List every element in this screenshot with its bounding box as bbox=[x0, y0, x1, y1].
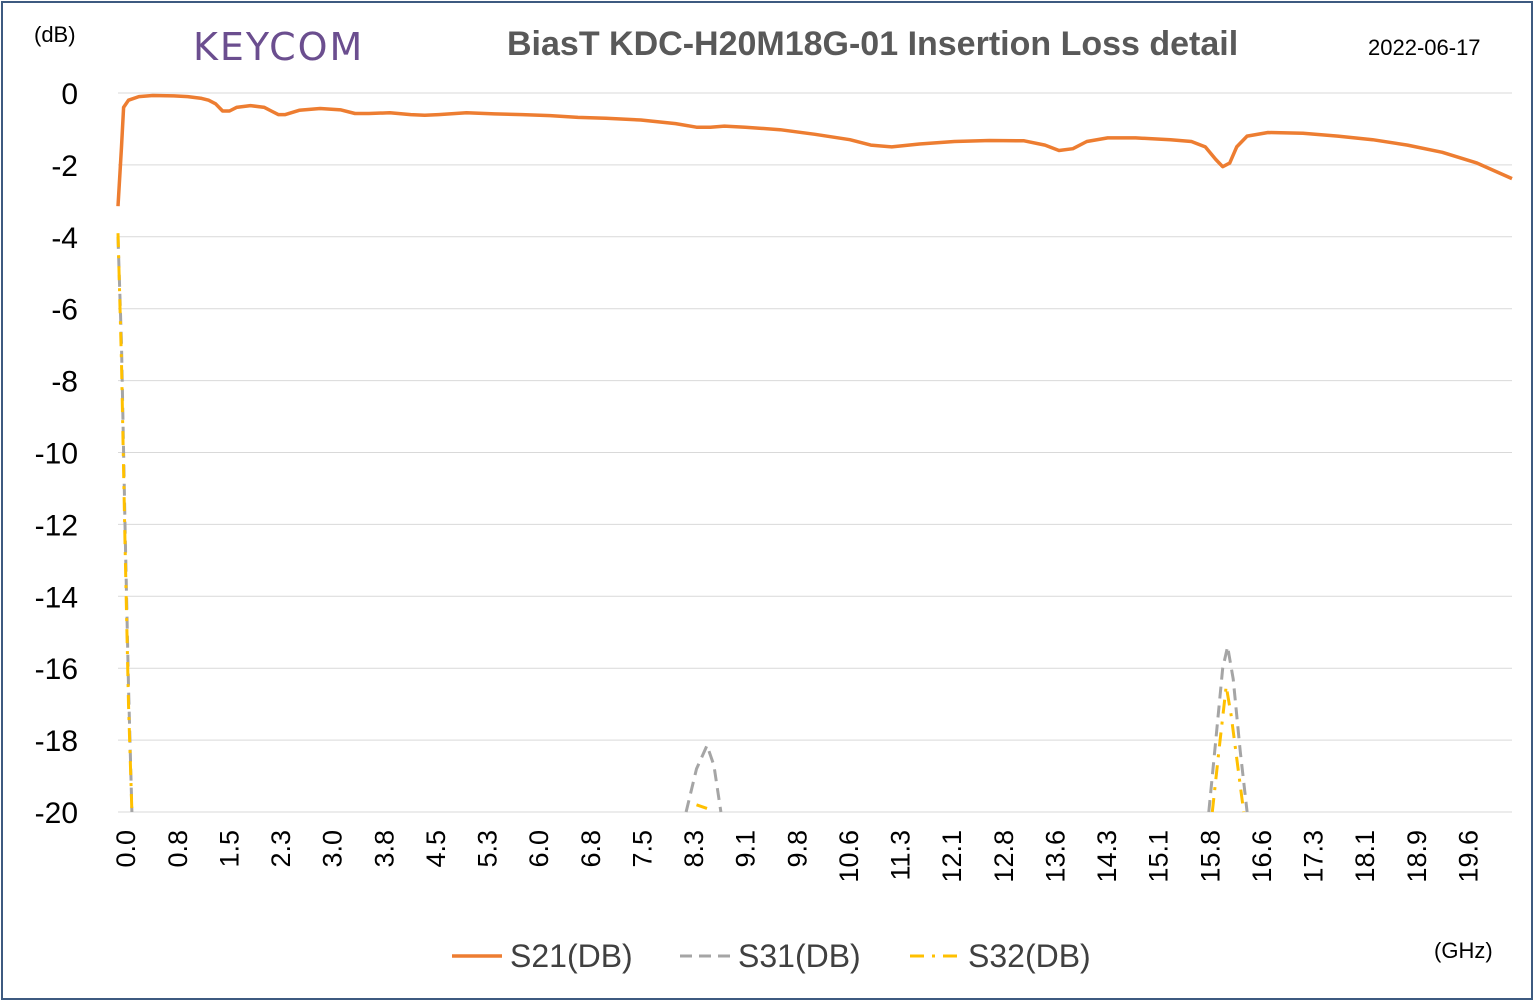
x-tick-label: 6.0 bbox=[524, 830, 554, 868]
y-tick-label: -8 bbox=[51, 366, 78, 399]
y-tick-label: -12 bbox=[35, 509, 78, 542]
series-s32db-line bbox=[1210, 684, 1246, 813]
x-tick-label: 1.5 bbox=[214, 830, 244, 868]
series-s32db-line bbox=[116, 233, 134, 813]
y-tick-label: -4 bbox=[51, 222, 78, 255]
x-tick-label: 12.8 bbox=[989, 830, 1019, 883]
x-tick-label: 10.6 bbox=[834, 830, 864, 883]
x-tick-label: 7.5 bbox=[627, 830, 657, 868]
x-tick-label: 19.6 bbox=[1453, 830, 1483, 883]
x-tick-label: 6.8 bbox=[576, 830, 606, 868]
x-tick-label: 0.0 bbox=[111, 830, 141, 868]
x-tick-label: 9.1 bbox=[731, 830, 761, 868]
x-tick-labels: 0.0 0.8 1.5 2.3 3.0 3.8 4.5 5.3 6.0 6.8 7.5 8.3 9.1 9… bbox=[111, 830, 1483, 883]
x-tick-label: 3.0 bbox=[318, 830, 348, 868]
legend-label: S32(DB) bbox=[968, 938, 1091, 974]
logo-keycom: KEYCOM bbox=[193, 25, 364, 69]
y-tick-labels: 0 -2 -4 -6 -8 -10 -12 -14 -16 -18 -20 bbox=[35, 78, 78, 830]
x-tick-label: 15.8 bbox=[1195, 830, 1225, 883]
gridlines bbox=[118, 92, 1512, 813]
x-tick-label: 18.9 bbox=[1402, 830, 1432, 883]
x-tick-label: 9.8 bbox=[782, 830, 812, 868]
y-tick-label: -20 bbox=[35, 797, 78, 830]
y-axis-label: (dB) bbox=[34, 22, 76, 47]
x-tick-label: 15.1 bbox=[1144, 830, 1174, 883]
y-tick-label: 0 bbox=[61, 78, 78, 111]
series-s31db-line bbox=[1207, 645, 1249, 813]
series-s21db-line bbox=[116, 93, 1513, 207]
x-tick-label: 16.6 bbox=[1247, 830, 1277, 883]
x-tick-label: 0.8 bbox=[163, 830, 193, 868]
y-tick-label: -18 bbox=[35, 725, 78, 758]
y-tick-label: -14 bbox=[35, 581, 78, 614]
y-tick-label: -10 bbox=[35, 438, 78, 471]
y-tick-label: -6 bbox=[51, 294, 78, 327]
x-tick-label: 8.3 bbox=[679, 830, 709, 868]
legend: S21(DB) S31(DB) S32(DB) bbox=[452, 938, 1091, 974]
x-tick-label: 11.3 bbox=[886, 830, 916, 881]
x-tick-label: 13.6 bbox=[1040, 830, 1070, 883]
series-s32db-line bbox=[696, 803, 708, 810]
x-tick-label: 3.8 bbox=[369, 830, 399, 868]
chart-date: 2022-06-17 bbox=[1368, 35, 1481, 60]
x-tick-label: 17.3 bbox=[1299, 830, 1329, 883]
y-tick-label: -2 bbox=[51, 150, 78, 183]
x-tick-label: 4.5 bbox=[421, 830, 451, 868]
chart-title: BiasT KDC-H20M18G-01 Insertion Loss deta… bbox=[507, 25, 1238, 63]
y-tick-label: -16 bbox=[35, 653, 78, 686]
series-s31db-line bbox=[684, 744, 723, 813]
series-lines bbox=[116, 93, 1513, 813]
x-tick-label: 18.1 bbox=[1350, 830, 1380, 883]
legend-label: S31(DB) bbox=[738, 938, 861, 974]
legend-label: S21(DB) bbox=[510, 938, 633, 974]
x-axis-label: (GHz) bbox=[1434, 938, 1493, 963]
x-tick-label: 5.3 bbox=[473, 830, 503, 868]
series-s31db-line bbox=[116, 236, 134, 813]
x-tick-label: 2.3 bbox=[266, 830, 296, 868]
x-tick-label: 14.3 bbox=[1092, 830, 1122, 883]
x-tick-label: 12.1 bbox=[937, 830, 967, 883]
